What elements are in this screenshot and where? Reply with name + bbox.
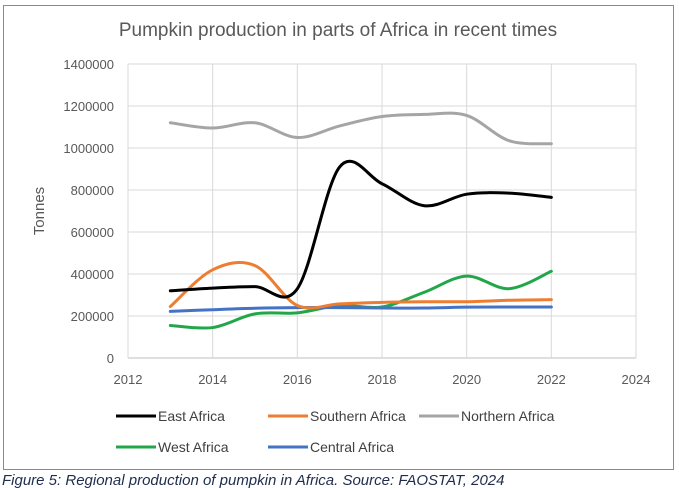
x-tick-label: 2018 — [368, 372, 397, 387]
series-lines — [168, 111, 553, 330]
y-tick-label: 1200000 — [63, 99, 114, 114]
legend-label-west-africa: West Africa — [158, 439, 229, 455]
y-tick-label: 1400000 — [63, 57, 114, 72]
y-axis-label: Tonnes — [31, 187, 48, 235]
x-axis-ticks: 2012 2014 2016 2018 2020 2022 2024 — [114, 372, 651, 387]
y-tick-label: 400000 — [71, 267, 114, 282]
chart-frame — [3, 5, 674, 470]
legend-label-northern-africa: Northern Africa — [461, 408, 555, 424]
gridlines — [127, 63, 637, 359]
x-tick-label: 2022 — [537, 372, 566, 387]
legend-label-southern-africa: Southern Africa — [310, 408, 406, 424]
x-tick-label: 2020 — [452, 372, 481, 387]
line-chart: Pumpkin production in parts of Africa in… — [31, 20, 651, 455]
legend: East Africa Southern Africa Northern Afric… — [116, 408, 555, 455]
legend-label-east-africa: East Africa — [158, 408, 225, 424]
y-tick-label: 0 — [107, 351, 114, 366]
y-tick-label: 600000 — [71, 225, 114, 240]
series-line-northern-africa — [168, 111, 553, 146]
series-line-central-africa — [168, 305, 553, 313]
series-line-east-africa — [168, 159, 553, 299]
y-axis-ticks: 0 200000 400000 600000 800000 1000000 1200000 1… — [63, 57, 114, 366]
y-tick-label: 1000000 — [63, 141, 114, 156]
series-line-southern-africa — [168, 261, 553, 310]
x-tick-label: 2012 — [114, 372, 143, 387]
chart-title: Pumpkin production in parts of Africa in… — [119, 20, 557, 41]
y-tick-label: 200000 — [71, 309, 114, 324]
x-tick-label: 2014 — [198, 372, 227, 387]
x-tick-label: 2016 — [283, 372, 312, 387]
figure-caption: Figure 5: Regional production of pumpkin… — [2, 472, 505, 488]
x-tick-label: 2024 — [622, 372, 651, 387]
legend-label-central-africa: Central Africa — [310, 439, 394, 455]
y-tick-label: 800000 — [71, 183, 114, 198]
